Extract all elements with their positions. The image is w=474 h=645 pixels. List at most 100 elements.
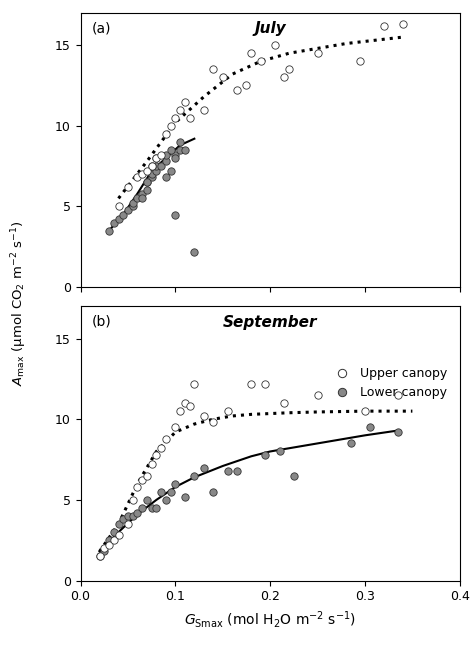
X-axis label: $G_{\mathrm{Smax}}$ (mol H$_2$O m$^{-2}$ s$^{-1}$): $G_{\mathrm{Smax}}$ (mol H$_2$O m$^{-2}$…	[184, 609, 356, 630]
Point	[191, 246, 198, 257]
Point	[210, 486, 217, 497]
Text: (b): (b)	[92, 315, 112, 328]
Point	[148, 172, 155, 183]
Point	[361, 406, 369, 416]
Point	[138, 194, 146, 204]
Point	[281, 398, 288, 408]
Point	[210, 64, 217, 75]
Point	[138, 169, 146, 179]
Point	[157, 150, 165, 160]
Point	[176, 145, 184, 155]
Point	[219, 72, 227, 83]
Point	[105, 540, 113, 550]
Point	[290, 470, 298, 481]
Point	[167, 166, 174, 176]
Point	[138, 502, 146, 513]
Point	[157, 486, 165, 497]
Point	[115, 530, 122, 541]
Point	[172, 150, 179, 160]
Point	[271, 40, 279, 50]
Point	[143, 177, 151, 188]
Point	[366, 422, 374, 432]
Point	[314, 48, 321, 59]
Point	[153, 153, 160, 163]
Point	[200, 104, 208, 115]
Point	[167, 486, 174, 497]
Text: September: September	[223, 315, 318, 330]
Point	[186, 401, 193, 412]
Point	[380, 21, 388, 31]
Point	[233, 466, 241, 476]
Point	[200, 411, 208, 421]
Point	[96, 551, 103, 561]
Point	[181, 491, 189, 502]
Point	[399, 19, 407, 30]
Point	[176, 406, 184, 416]
Point	[394, 427, 402, 437]
Point	[176, 104, 184, 115]
Point	[134, 194, 141, 204]
Point	[233, 85, 241, 95]
Point	[143, 166, 151, 176]
Point	[115, 201, 122, 212]
Point	[143, 185, 151, 195]
Point	[124, 519, 132, 529]
Point	[134, 172, 141, 183]
Point	[172, 479, 179, 489]
Point	[143, 470, 151, 481]
Point	[115, 214, 122, 224]
Point	[143, 495, 151, 505]
Point	[347, 438, 355, 448]
Point	[124, 182, 132, 192]
Point	[124, 204, 132, 215]
Point	[105, 535, 113, 545]
Point	[191, 379, 198, 389]
Point	[394, 390, 402, 400]
Point	[115, 519, 122, 529]
Point	[172, 153, 179, 163]
Text: (a): (a)	[92, 21, 111, 35]
Point	[100, 543, 108, 553]
Point	[143, 177, 151, 188]
Point	[200, 462, 208, 473]
Point	[129, 198, 137, 208]
Point	[162, 156, 170, 166]
Point	[138, 188, 146, 199]
Point	[134, 482, 141, 492]
Point	[314, 390, 321, 400]
Point	[100, 546, 108, 557]
Point	[134, 508, 141, 518]
Point	[162, 129, 170, 139]
Point	[176, 137, 184, 147]
Point	[167, 145, 174, 155]
Point	[129, 201, 137, 212]
Point	[172, 422, 179, 432]
Point	[210, 417, 217, 428]
Point	[153, 161, 160, 172]
Point	[262, 450, 269, 460]
Point	[148, 459, 155, 470]
Point	[191, 470, 198, 481]
Point	[281, 72, 288, 83]
Point	[285, 64, 293, 75]
Point	[186, 113, 193, 123]
Point	[172, 113, 179, 123]
Point	[157, 443, 165, 453]
Point	[110, 527, 118, 537]
Point	[157, 161, 165, 172]
Point	[162, 150, 170, 160]
Point	[153, 153, 160, 163]
Point	[153, 166, 160, 176]
Point	[162, 172, 170, 183]
Point	[119, 210, 127, 220]
Text: $A_{\mathrm{max}}$ (μmol CO$_2$ m$^{-2}$ s$^{-1}$): $A_{\mathrm{max}}$ (μmol CO$_2$ m$^{-2}$…	[9, 221, 29, 386]
Point	[129, 495, 137, 505]
Point	[247, 48, 255, 59]
Point	[138, 475, 146, 486]
Point	[148, 161, 155, 172]
Point	[224, 406, 231, 416]
Point	[162, 433, 170, 444]
Point	[148, 161, 155, 172]
Point	[162, 495, 170, 505]
Point	[153, 450, 160, 460]
